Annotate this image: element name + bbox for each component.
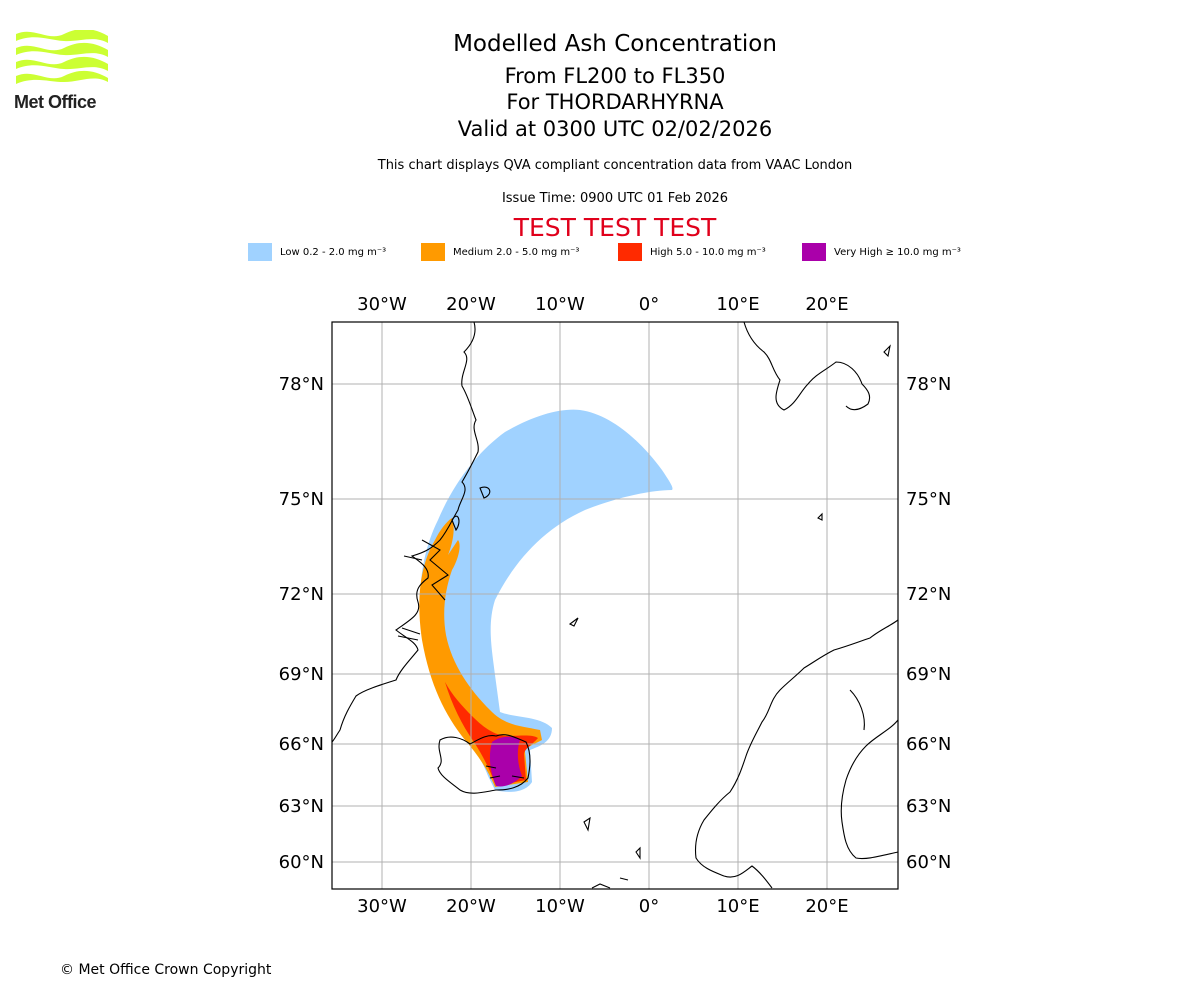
jan-mayen-coast	[568, 617, 579, 627]
lon-tick: 30°W	[357, 896, 407, 917]
lon-tick: 0°	[639, 896, 659, 917]
legend-label-high: High 5.0 - 10.0 mg m⁻³	[650, 246, 766, 258]
ash-low-region	[420, 409, 673, 792]
lat-ticks-right: 78°N 75°N 72°N 69°N 66°N 63°N 60°N	[906, 374, 951, 873]
volcano-name: For THORDARHYRNA	[506, 90, 724, 114]
lon-tick: 10°W	[535, 896, 585, 917]
lon-tick: 20°E	[805, 294, 848, 315]
legend-label-very-high: Very High ≥ 10.0 mg m⁻³	[834, 246, 961, 258]
sweden-coast	[840, 719, 899, 860]
legend-swatch-medium	[421, 243, 445, 261]
lat-tick: 60°N	[906, 852, 951, 873]
legend-swatch-low	[248, 243, 272, 261]
ash-very-high-region	[489, 736, 522, 787]
legend-swatch-very-high	[802, 243, 826, 261]
flight-levels: From FL200 to FL350	[504, 64, 726, 88]
lon-tick: 0°	[639, 294, 659, 315]
lon-tick: 10°W	[535, 294, 585, 315]
lon-tick: 10°E	[716, 896, 759, 917]
lon-tick: 20°W	[446, 896, 496, 917]
lon-tick: 30°W	[357, 294, 407, 315]
lat-tick: 66°N	[279, 734, 324, 755]
lat-tick: 66°N	[906, 734, 951, 755]
lat-tick: 75°N	[279, 489, 324, 510]
legend-item-high: High 5.0 - 10.0 mg m⁻³	[618, 243, 766, 261]
lon-ticks-top: 30°W 20°W 10°W 0° 10°E 20°E	[357, 294, 848, 315]
logo-text: Met Office	[14, 92, 97, 112]
copyright-notice: © Met Office Crown Copyright	[60, 962, 272, 978]
lat-tick: 72°N	[906, 584, 951, 605]
map-frame	[331, 321, 899, 890]
gridlines	[332, 322, 898, 889]
legend-item-medium: Medium 2.0 - 5.0 mg m⁻³	[421, 243, 579, 261]
legend-swatch-high	[618, 243, 642, 261]
valid-time: Valid at 0300 UTC 02/02/2026	[457, 117, 773, 141]
lat-tick: 63°N	[279, 796, 324, 817]
issue-time: Issue Time: 0900 UTC 01 Feb 2026	[501, 191, 729, 206]
chart-title: Modelled Ash Concentration	[453, 31, 777, 57]
lat-tick: 78°N	[279, 374, 324, 395]
logo-waves-icon	[16, 30, 108, 84]
lon-tick: 10°E	[716, 294, 759, 315]
lat-tick: 72°N	[279, 584, 324, 605]
lon-tick: 20°W	[446, 294, 496, 315]
legend-item-low: Low 0.2 - 2.0 mg m⁻³	[248, 243, 386, 261]
test-banner: TEST TEST TEST	[513, 213, 717, 242]
lat-tick: 69°N	[279, 664, 324, 685]
coastlines	[331, 321, 899, 889]
legend-label-low: Low 0.2 - 2.0 mg m⁻³	[280, 246, 387, 258]
legend: Low 0.2 - 2.0 mg m⁻³ Medium 2.0 - 5.0 mg…	[0, 243, 1200, 265]
lat-tick: 60°N	[279, 852, 324, 873]
lat-tick: 78°N	[906, 374, 951, 395]
lat-tick: 63°N	[906, 796, 951, 817]
lon-ticks-bottom: 30°W 20°W 10°W 0° 10°E 20°E	[357, 896, 848, 917]
iceland-coast	[437, 734, 531, 794]
svalbard-coast	[743, 321, 871, 411]
lon-tick: 20°E	[805, 896, 848, 917]
lat-ticks-left: 78°N 75°N 72°N 69°N 66°N 63°N 60°N	[279, 374, 324, 873]
met-office-logo	[16, 30, 108, 84]
greenland-coast	[331, 321, 479, 743]
legend-item-very-high: Very High ≥ 10.0 mg m⁻³	[802, 243, 961, 261]
lat-tick: 69°N	[906, 664, 951, 685]
description: This chart displays QVA compliant concen…	[377, 158, 853, 173]
norway-coast	[694, 619, 899, 889]
lat-tick: 75°N	[906, 489, 951, 510]
legend-label-medium: Medium 2.0 - 5.0 mg m⁻³	[453, 246, 580, 258]
